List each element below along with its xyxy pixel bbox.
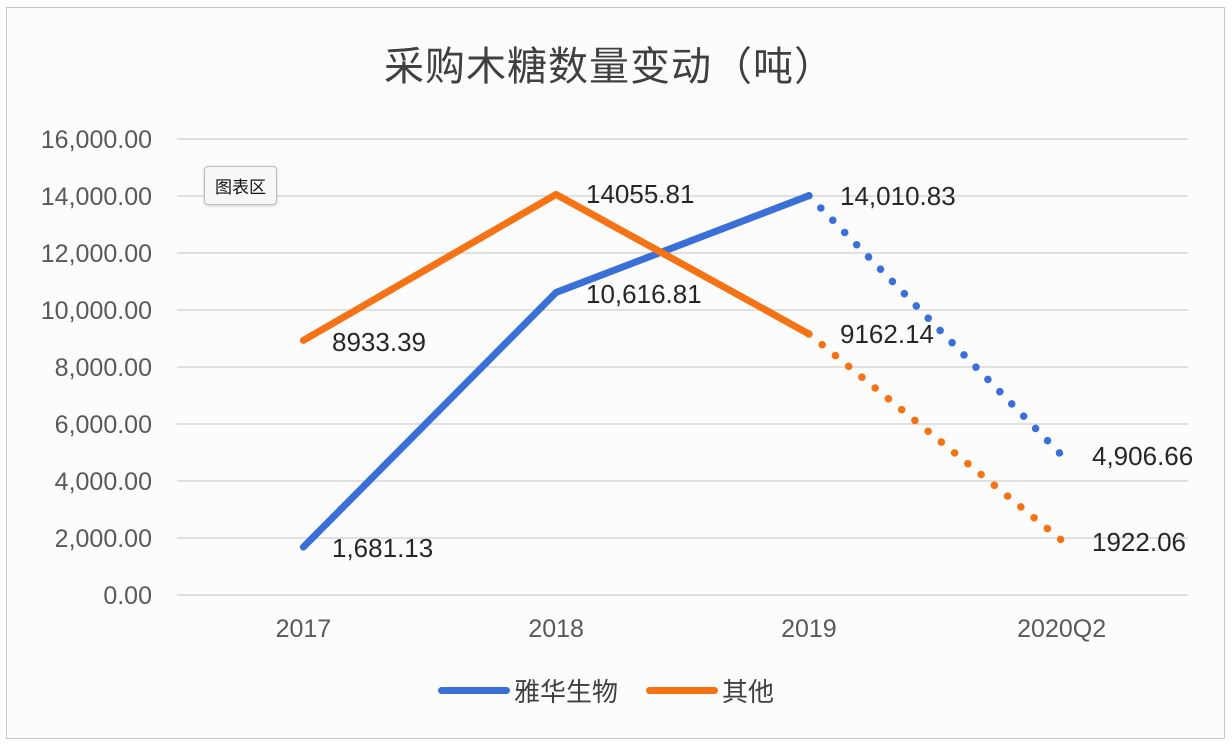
chart-area[interactable]: [6, 7, 1225, 739]
data-label: 14055.81: [586, 179, 694, 209]
legend-label: 雅华生物: [514, 678, 619, 708]
legend-swatch-orange: [646, 687, 719, 694]
chart-area-tooltip: 图表区: [204, 166, 277, 205]
y-tick-label: 16,000.00: [41, 126, 152, 154]
series-line-solid[interactable]: [299, 192, 813, 551]
legend: 雅华生物 其他: [438, 672, 802, 709]
data-label: 1922.06: [1092, 527, 1186, 557]
y-tick-label: 6,000.00: [55, 411, 152, 439]
data-label: 1,681.13: [332, 533, 433, 563]
y-tick-label: 8,000.00: [55, 354, 152, 382]
legend-item-yahua[interactable]: 雅华生物: [438, 672, 618, 709]
y-tick-label: 14,000.00: [41, 183, 152, 211]
y-tick-label: 10,000.00: [41, 297, 152, 325]
y-tick-label: 12,000.00: [41, 240, 152, 268]
x-tick-label: 2017: [276, 615, 332, 643]
data-label: 10,616.81: [586, 279, 702, 309]
x-tick-label: 2020Q2: [1017, 615, 1106, 643]
series-line-solid[interactable]: [299, 190, 813, 344]
data-label: 9162.14: [840, 319, 934, 349]
y-tick-label: 4,000.00: [55, 468, 152, 496]
y-tick-label: 2,000.00: [55, 525, 152, 553]
series-line-dotted[interactable]: [805, 330, 1066, 544]
legend-label: 其他: [722, 678, 775, 708]
data-label: 8933.39: [332, 327, 426, 357]
chart-title: 采购木糖数量变动（吨）: [384, 44, 835, 90]
x-tick-label: 2018: [528, 615, 584, 643]
x-tick-label: 2019: [781, 615, 837, 643]
legend-item-other[interactable]: 其他: [646, 672, 774, 709]
y-tick-label: 0.00: [103, 582, 152, 610]
data-label: 14,010.83: [840, 181, 956, 211]
data-label: 4,906.66: [1092, 441, 1193, 471]
legend-swatch-blue: [438, 687, 510, 694]
